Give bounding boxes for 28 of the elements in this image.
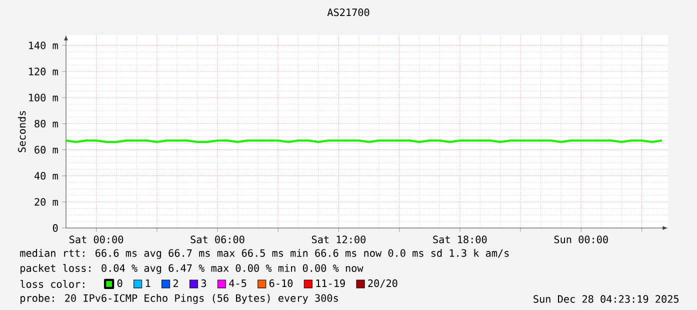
legend-label: 6-10: [269, 279, 293, 288]
x-tick-label: Sun 00:00: [554, 236, 608, 244]
legend-label: 4-5: [229, 279, 246, 288]
x-tick-label: Sat 18:00: [433, 236, 487, 244]
y-tick-label: 80 m: [34, 120, 58, 128]
y-tick-label: 140 m: [29, 42, 58, 50]
y-tick-label: 100 m: [29, 94, 58, 102]
legend-label: 1: [146, 279, 150, 287]
legend-label: 2: [173, 279, 178, 287]
x-tick-label: Sat 00:00: [70, 236, 124, 244]
legend-label: 0: [117, 279, 122, 288]
legend-title: loss color:: [20, 280, 84, 288]
y-tick-label: 20 m: [34, 198, 58, 206]
text: median rtt: 66.6 ms avg 66.7 ms max 66.5 ms min 66.6 ms now 0.0 ms sd 1.3 k am/s: [20, 249, 509, 259]
x-tick-label: Sat 06:00: [190, 236, 244, 244]
text: packet loss: 0.04 % avg 6.47 % max 0.00 % min 0.00 % now: [20, 264, 364, 274]
chart-title: AS21700: [327, 8, 370, 16]
text: probe: 20 IPv6-ICMP Echo Pings (56 Bytes) every 300s: [20, 294, 338, 304]
text: Sun Dec 28 04:23:19 2025: [534, 295, 679, 303]
y-tick-label: 0: [52, 224, 58, 232]
legend-label: 20/20: [368, 279, 398, 288]
legend-label: 11-19: [316, 279, 345, 288]
y-tick-label: 60 m: [34, 146, 58, 154]
x-tick-label: Sat 12:00: [312, 236, 366, 244]
y-axis-title: Seconds: [18, 111, 26, 152]
y-tick-label: 120 m: [29, 68, 58, 76]
legend-label: 3: [201, 279, 206, 288]
y-tick-label: 40 m: [34, 172, 58, 180]
